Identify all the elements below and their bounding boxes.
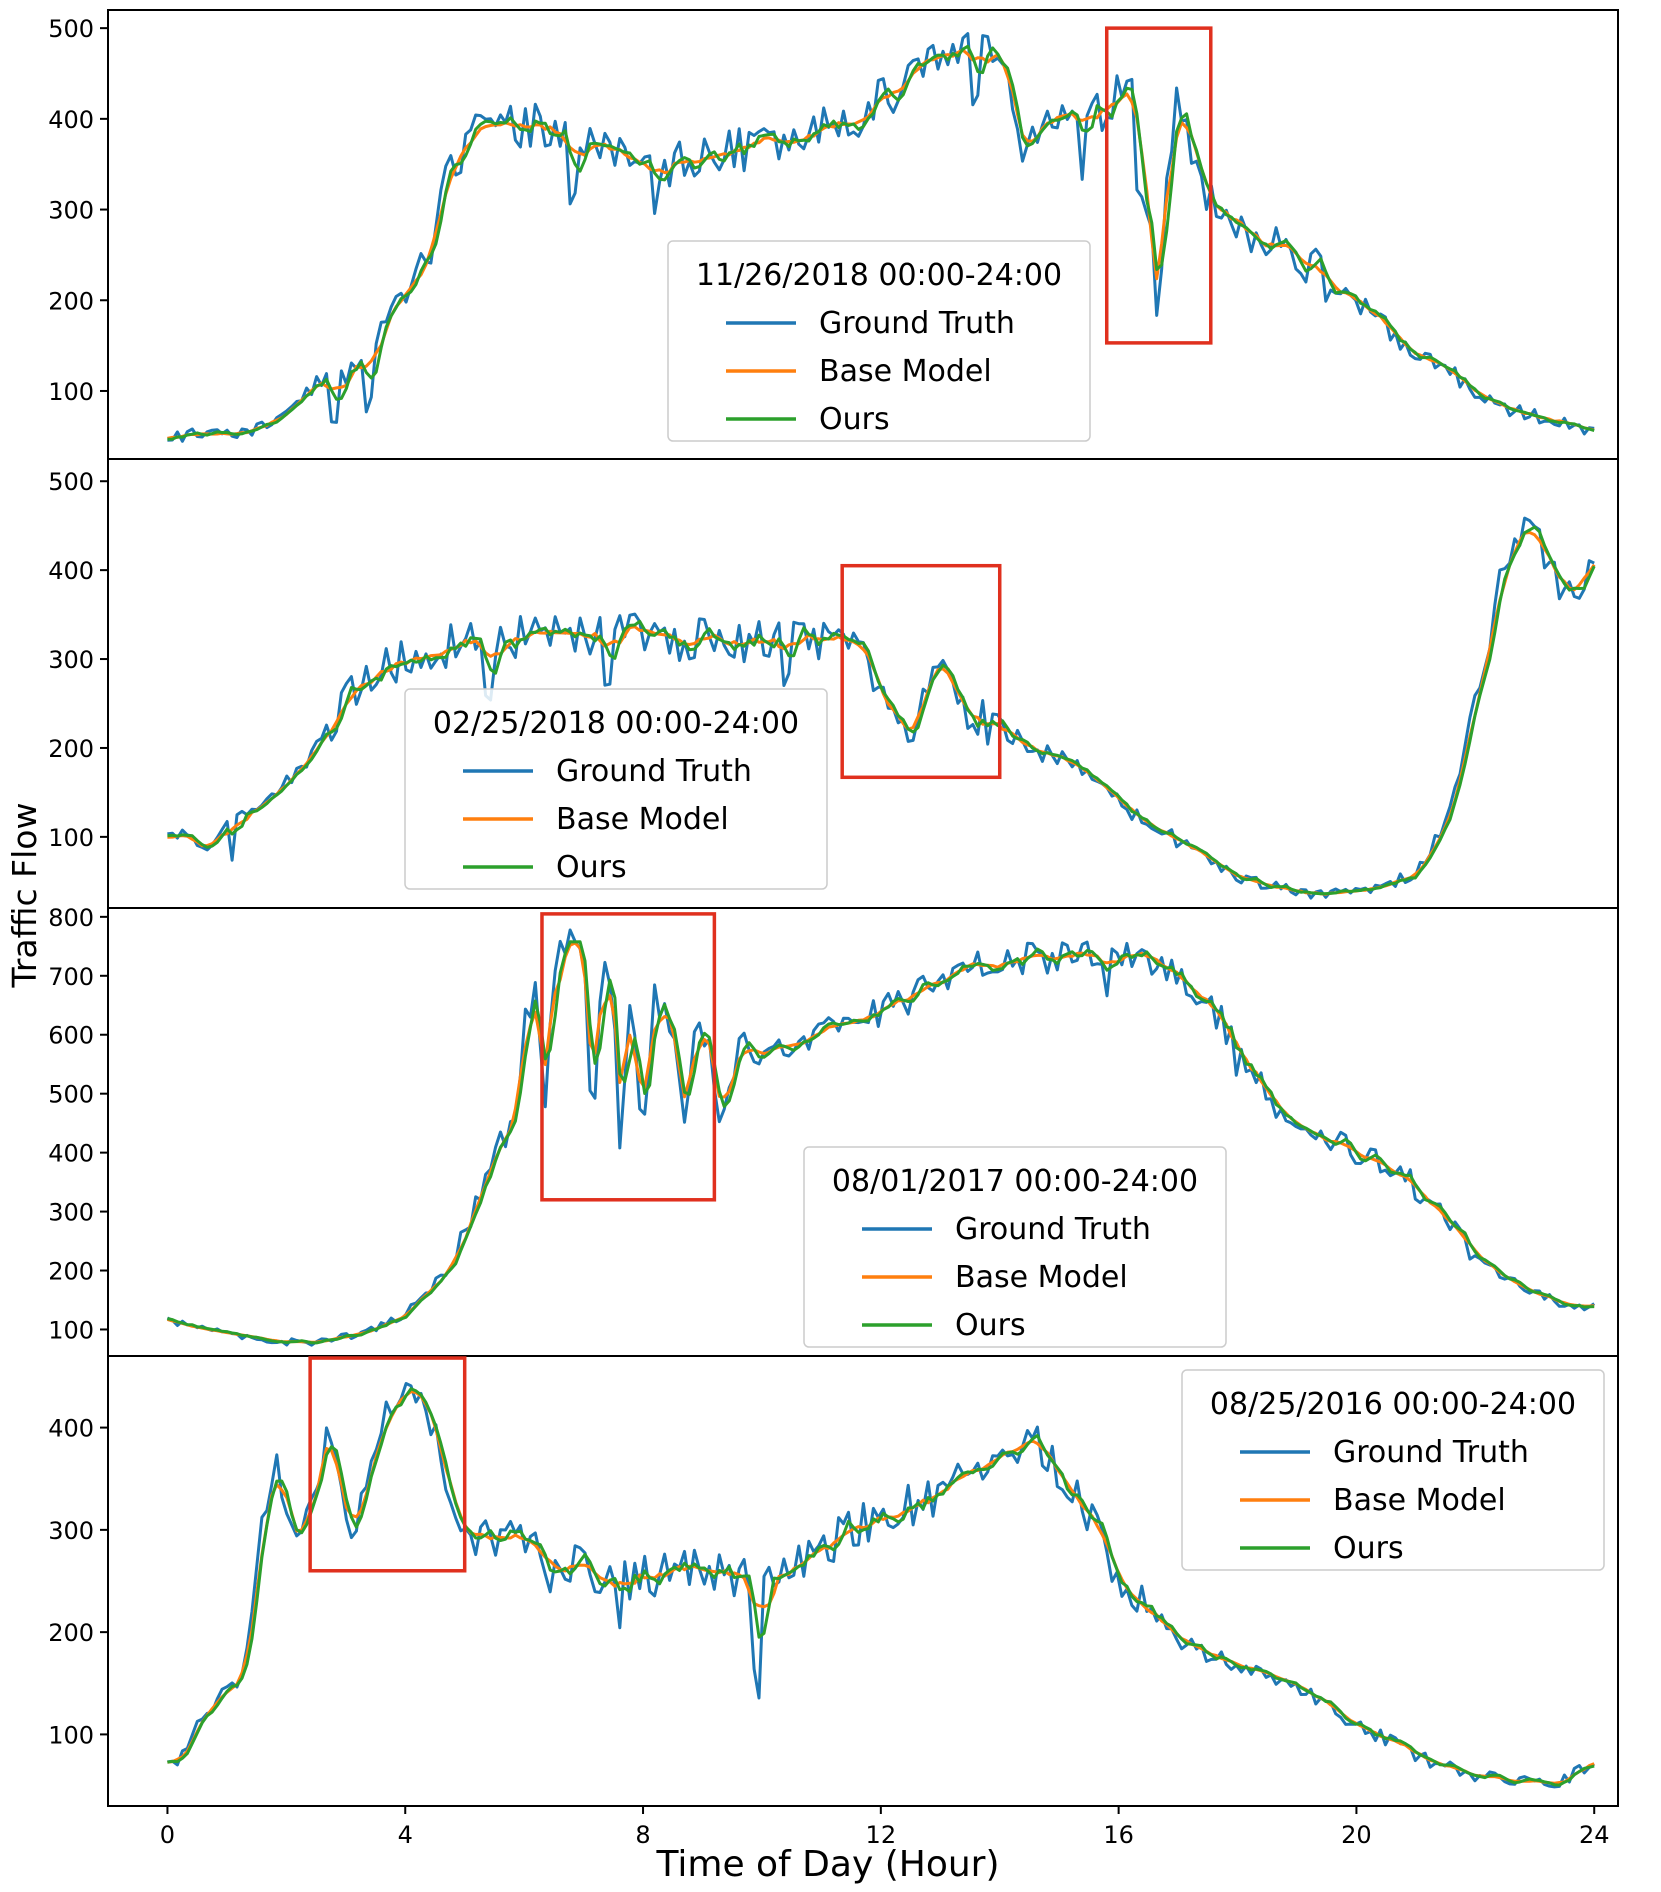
y-tick-label: 500 [48,15,94,43]
panel-3: 100 200 300 400 500 600 700 800 08/01/2017 00:00… [48,904,1619,1357]
legend-label: Ground Truth [556,754,752,789]
y-tick-label: 400 [48,1415,94,1443]
series-ground-truth [167,32,1595,443]
y-tick-label: 200 [48,287,94,315]
legend-label: Base Model [1333,1483,1506,1518]
series-ground-truth [167,516,1595,900]
legend-box [1181,1369,1605,1571]
x-tick-label: 12 [866,1821,897,1849]
y-tick-label: 400 [48,1140,94,1168]
legend-label: Ours [819,402,890,437]
y-tick-label: 500 [48,1081,94,1109]
legend-box [803,1146,1227,1348]
series-ours [167,940,1595,1345]
y-tick-label: 400 [48,557,94,585]
y-axis-title: Traffic Flow [5,803,44,989]
legend-box [404,688,828,890]
y-tick-label: 300 [48,197,94,225]
y-tick-label: 200 [48,1619,94,1647]
panel-2: 100 200 300 400 500 02/25/2018 00:00-24:00 Gro… [48,458,1619,909]
x-tick-label: 24 [1579,1821,1610,1849]
highlight-box-1 [1104,26,1213,345]
highlight-box-2 [840,563,1002,780]
series-ours [167,1387,1595,1787]
panel-1: 100 200 300 400 500 11/26/2018 00:00-24:00 Gro… [48,9,1619,460]
x-tick-label: 16 [1103,1821,1134,1849]
series-ours [167,525,1596,896]
y-tick-label: 100 [48,1316,94,1344]
legend-label: Ground Truth [819,306,1015,341]
legend-2: 02/25/2018 00:00-24:00 Ground Truth Base M… [404,688,828,890]
axes-frame-4 [107,1355,1619,1807]
legend-1: 11/26/2018 00:00-24:00 Ground Truth Base M… [667,240,1091,442]
y-tick-label: 600 [48,1022,94,1050]
y-tick-label: 100 [48,378,94,406]
series-base-model [167,531,1596,896]
x-tick-label: 0 [160,1821,175,1849]
y-tick-label: 800 [48,904,94,932]
legend-label: Ours [1333,1531,1404,1566]
y-tick-label: 200 [48,735,94,763]
y-tick-label: 400 [48,106,94,134]
legend-label: Ground Truth [1333,1435,1529,1470]
highlight-box-3 [540,912,717,1202]
x-tick-label: 4 [398,1821,413,1849]
y-tick-label: 100 [48,824,94,852]
plot-area-3 [166,928,1596,1347]
x-axis-title: Time of Day (Hour) [655,1844,999,1885]
plot-area-2 [167,516,1596,900]
legend-title: 08/01/2017 00:00-24:00 [832,1164,1198,1199]
legend-label: Ours [556,850,627,885]
legend-3: 08/01/2017 00:00-24:00 Ground Truth Base M… [803,1146,1227,1348]
legend-box [667,240,1091,442]
legend-label: Base Model [819,354,992,389]
legend-title: 02/25/2018 00:00-24:00 [433,706,799,741]
y-tick-label: 300 [48,1199,94,1227]
legend-label: Ours [955,1308,1026,1343]
axes-frame-2 [107,458,1619,909]
y-tick-label: 500 [48,468,94,496]
legend-label: Base Model [955,1260,1128,1295]
legend-label: Ground Truth [955,1212,1151,1247]
panel-4: 100 200 300 400 0 4 8 12 16 20 24 08/25/2016 00:00-… [48,1355,1619,1849]
y-tick-label: 100 [48,1721,94,1749]
legend-title: 11/26/2018 00:00-24:00 [696,258,1062,293]
y-tick-label: 300 [48,646,94,674]
series-ours [167,44,1595,441]
plot-area-1 [167,32,1595,443]
y-tick-label: 200 [48,1258,94,1286]
plot-area-4 [167,1382,1596,1789]
legend-label: Base Model [556,802,729,837]
legend-4: 08/25/2016 00:00-24:00 Ground Truth Base M… [1181,1369,1605,1571]
x-tick-label: 8 [635,1821,650,1849]
y-tick-label: 700 [48,963,94,991]
legend-title: 08/25/2016 00:00-24:00 [1210,1387,1576,1422]
highlight-box-4 [308,1356,467,1573]
x-tick-label: 20 [1341,1821,1372,1849]
y-tick-label: 300 [48,1517,94,1545]
